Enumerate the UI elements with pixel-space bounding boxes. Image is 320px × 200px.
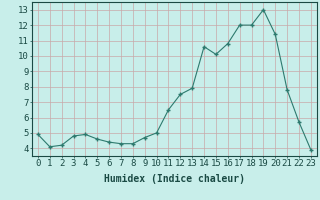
X-axis label: Humidex (Indice chaleur): Humidex (Indice chaleur) — [104, 174, 245, 184]
